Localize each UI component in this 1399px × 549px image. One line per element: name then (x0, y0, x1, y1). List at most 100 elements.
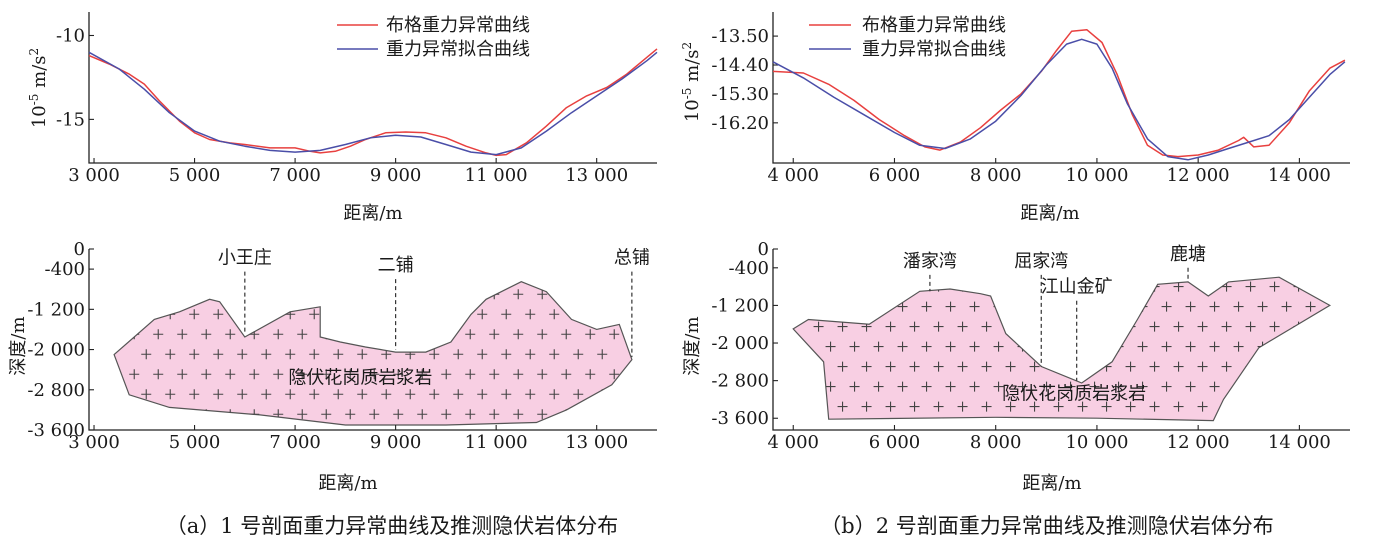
granite-cross (585, 369, 596, 380)
x-tick-label: 14 000 (1268, 165, 1331, 186)
panel-a-gravity-axes (88, 12, 657, 164)
granite-cross (477, 309, 488, 320)
x-tick-label: 13 000 (565, 165, 628, 186)
granite-cross (981, 401, 992, 412)
granite-cross (357, 309, 368, 320)
x-tick-label: 3 000 (68, 432, 120, 453)
x-tick-label: 10 000 (1065, 432, 1128, 453)
granite-cross (909, 401, 920, 412)
granite-cross (1197, 401, 1208, 412)
granite-cross (453, 309, 464, 320)
granite-cross (1209, 341, 1220, 352)
granite-cross (441, 409, 452, 420)
granite-cross (261, 349, 272, 360)
y-tick-label: -13.50 (711, 26, 769, 47)
granite-cross (609, 329, 620, 340)
granite-cross (297, 409, 308, 420)
granite-cross (609, 289, 620, 300)
y-tick-label: -14.40 (711, 55, 769, 76)
x-tick-label: 12 000 (1167, 165, 1230, 186)
granite-cross (837, 321, 848, 332)
granite-cross (1305, 341, 1316, 352)
y-tick-label: -15 (56, 109, 85, 130)
granite-cross (813, 321, 824, 332)
granite-cross (861, 281, 872, 292)
legend-fitted-label: 重力异常拟合曲线 (386, 39, 530, 60)
granite-cross (345, 289, 356, 300)
granite-cross (1005, 321, 1016, 332)
granite-cross (1149, 401, 1160, 412)
granite-cross (1029, 281, 1040, 292)
granite-cross (333, 309, 344, 320)
granite-cross (453, 389, 464, 400)
panel-a-depth-ylabel: 深度/m (8, 316, 29, 375)
granite-cross (885, 361, 896, 372)
panel-a-gravity-chart: 3 000 5 000 7 000 9 000 11 000 13 000 -10 -15 距… (27, 12, 658, 224)
granite-cross (189, 389, 200, 400)
granite-cross (1221, 321, 1232, 332)
granite-cross (297, 329, 308, 340)
granite-cross (177, 329, 188, 340)
granite-cross (849, 341, 860, 352)
granite-cross (513, 329, 524, 340)
granite-cross (489, 329, 500, 340)
granite-cross (129, 369, 140, 380)
granite-cross (441, 369, 452, 380)
granite-cross (225, 329, 236, 340)
granite-cross (873, 341, 884, 352)
granite-cross (1101, 401, 1112, 412)
granite-cross (1293, 401, 1304, 412)
granite-cross (297, 369, 308, 380)
granite-cross (285, 349, 296, 360)
granite-cross (897, 301, 908, 312)
fitted-anomaly-line (88, 51, 658, 156)
panel-b-depth-ylabel: 深度/m (682, 316, 703, 375)
granite-cross (1197, 321, 1208, 332)
granite-cross (513, 369, 524, 380)
granite-cross (1221, 401, 1232, 412)
granite-cross (993, 381, 1004, 392)
granite-cross (1257, 381, 1268, 392)
granite-cross (213, 389, 224, 400)
granite-cross (405, 309, 416, 320)
granite-cross (1041, 301, 1052, 312)
granite-cross (837, 361, 848, 372)
panel-a-locations: 小王庄 二铺 总铺 (218, 248, 650, 358)
granite-cross (1245, 281, 1256, 292)
granite-cross (213, 309, 224, 320)
granite-cross (321, 369, 332, 380)
granite-cross (1221, 281, 1232, 292)
granite-cross (1221, 361, 1232, 372)
y-tick-label: 0 (758, 239, 769, 260)
x-tick-label: 6 000 (869, 432, 921, 453)
y-tick-label: -2 000 (711, 333, 769, 354)
granite-cross (825, 301, 836, 312)
granite-cross (1065, 341, 1076, 352)
granite-cross (933, 321, 944, 332)
panel-a-intrusion: 隐伏花岗质岩浆岩 (113, 281, 633, 426)
granite-cross (1029, 361, 1040, 372)
granite-cross (1209, 301, 1220, 312)
intrusion-label: 隐伏花岗质岩浆岩 (288, 368, 432, 389)
granite-cross (501, 309, 512, 320)
x-tick-label: 7 000 (269, 432, 321, 453)
granite-cross (525, 309, 536, 320)
granite-cross (393, 409, 404, 420)
panel-b-legend: 布格重力异常曲线 重力异常拟合曲线 (809, 15, 1006, 60)
panel-b-gravity-ylabel: 10-5 m/s2 (680, 42, 703, 122)
granite-cross (393, 369, 404, 380)
granite-cross (897, 381, 908, 392)
granite-cross (1125, 281, 1136, 292)
granite-cross (1209, 381, 1220, 392)
granite-cross (849, 301, 860, 312)
fitted-anomaly-line (772, 38, 1346, 161)
panel-b-depth-axes (772, 249, 1350, 431)
x-tick-label: 9 000 (370, 165, 422, 186)
x-tick-label: 10 000 (1065, 165, 1128, 186)
panel-b-gravity-series (772, 28, 1346, 161)
granite-cross (1245, 321, 1256, 332)
granite-cross (1077, 401, 1088, 412)
granite-cross (873, 381, 884, 392)
granite-cross (573, 349, 584, 360)
